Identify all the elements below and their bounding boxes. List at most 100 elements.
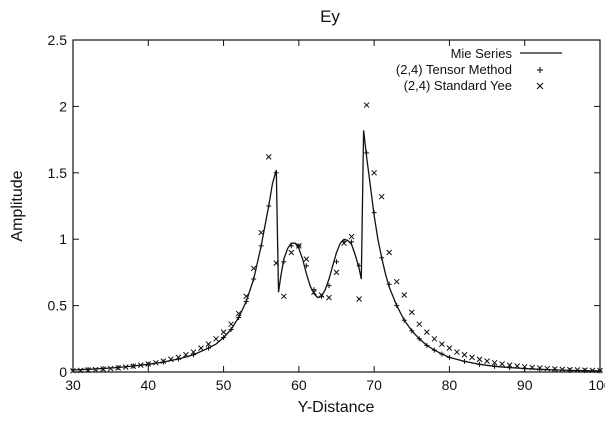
data-point-yee: [567, 366, 573, 373]
data-point-tensor: [311, 287, 317, 293]
x-axis: 30 40 50 60 70 80 90 100: [65, 40, 605, 393]
data-point-tensor: [439, 351, 445, 357]
data-point-yee: [356, 296, 362, 302]
data-point-yee: [311, 289, 317, 296]
data-point-yee: [280, 293, 287, 300]
data-point-tensor: [334, 259, 339, 265]
legend-swatch-tensor-method: [537, 67, 543, 73]
data-point-tensor: [266, 203, 272, 209]
data-point-yee: [461, 351, 468, 358]
x-tick-label: 70: [366, 377, 382, 393]
y-tick-label: 1: [59, 231, 67, 247]
series-line-mie: [72, 130, 601, 372]
data-point-yee: [92, 366, 99, 373]
data-point-yee: [273, 260, 280, 266]
data-point-tensor: [416, 336, 422, 342]
legend: Mie Series (2,4) Tensor Method (2,4) Sta…: [396, 46, 562, 93]
data-point-yee: [589, 367, 596, 374]
data-point-yee: [220, 329, 227, 336]
data-point-yee: [582, 367, 588, 373]
legend-label-mie-series: Mie Series: [451, 46, 513, 61]
data-point-tensor: [273, 170, 279, 176]
data-point-yee: [213, 335, 219, 342]
data-point-tensor: [401, 317, 407, 323]
data-point-yee: [152, 359, 159, 366]
data-point-yee: [122, 364, 129, 370]
data-point-yee: [296, 242, 302, 249]
y-tick-label: 2: [59, 98, 67, 114]
data-point-tensor: [567, 367, 573, 373]
data-point-yee: [333, 269, 340, 276]
data-point-yee: [536, 365, 543, 371]
data-point-yee: [476, 356, 483, 363]
data-point-yee: [250, 265, 257, 272]
data-point-tensor: [236, 315, 242, 321]
legend-label-tensor-method: (2,4) Tensor Method: [396, 62, 512, 77]
data-point-tensor: [371, 210, 377, 216]
data-point-yee: [258, 229, 265, 236]
data-point-yee: [70, 367, 76, 374]
y-tick-label: 0.5: [48, 298, 68, 314]
data-point-tensor: [386, 281, 392, 287]
data-point-yee: [484, 358, 490, 364]
data-point-yee: [431, 335, 438, 342]
data-point-yee: [544, 365, 551, 372]
data-point-yee: [228, 321, 234, 328]
data-point-yee: [514, 363, 521, 369]
x-tick-label: 30: [65, 377, 81, 393]
data-point-yee: [439, 341, 445, 347]
data-point-yee: [521, 363, 528, 370]
data-point-yee: [183, 351, 189, 358]
series-line: [72, 130, 601, 372]
data-point-yee: [168, 356, 174, 363]
data-point-tensor: [446, 354, 452, 360]
data-point-yee: [145, 361, 152, 367]
series-cross: [70, 102, 603, 374]
series-plus: [70, 150, 603, 374]
data-point-yee: [341, 240, 347, 247]
data-point-yee: [175, 354, 182, 361]
data-point-yee: [288, 249, 295, 256]
data-point-yee: [100, 366, 106, 372]
data-point-yee: [363, 102, 370, 108]
x-tick-label: 50: [216, 377, 232, 393]
data-point-tensor: [251, 276, 257, 282]
data-point-yee: [265, 154, 272, 160]
plot-frame: [72, 39, 601, 373]
legend-label-standard-yee: (2,4) Standard Yee: [404, 78, 512, 93]
data-point-yee: [393, 278, 400, 285]
data-point-tensor: [552, 367, 558, 373]
data-point-tensor: [206, 345, 212, 351]
data-point-yee: [348, 233, 355, 240]
data-point-yee: [378, 193, 385, 200]
data-point-yee: [130, 363, 137, 370]
data-point-yee: [137, 362, 144, 368]
data-point-yee: [318, 292, 325, 298]
y-axis-title: Amplitude: [9, 170, 26, 241]
data-point-yee: [559, 366, 566, 373]
x-axis-title: Y-Distance: [298, 399, 375, 416]
data-point-yee: [205, 341, 212, 347]
data-point-yee: [386, 249, 393, 256]
data-point-tensor: [492, 363, 498, 369]
x-tick-label: 60: [291, 377, 307, 393]
data-point-yee: [326, 294, 332, 301]
data-point-yee: [85, 367, 91, 373]
data-point-tensor: [190, 352, 196, 358]
data-point-yee: [506, 362, 513, 368]
data-point-tensor: [379, 255, 385, 261]
series-layer: [70, 102, 603, 374]
data-point-tensor: [356, 263, 362, 269]
x-tick-label: 40: [140, 377, 156, 393]
data-point-tensor: [228, 327, 234, 333]
data-point-tensor: [409, 328, 415, 334]
data-point-yee: [499, 361, 505, 367]
data-point-tensor: [221, 334, 227, 340]
x-tick-label: 100: [588, 377, 605, 393]
data-point-yee: [446, 345, 453, 351]
y-tick-label: 0: [59, 364, 67, 380]
data-point-tensor: [288, 243, 294, 249]
data-point-tensor: [258, 243, 264, 249]
data-point-yee: [303, 256, 310, 262]
